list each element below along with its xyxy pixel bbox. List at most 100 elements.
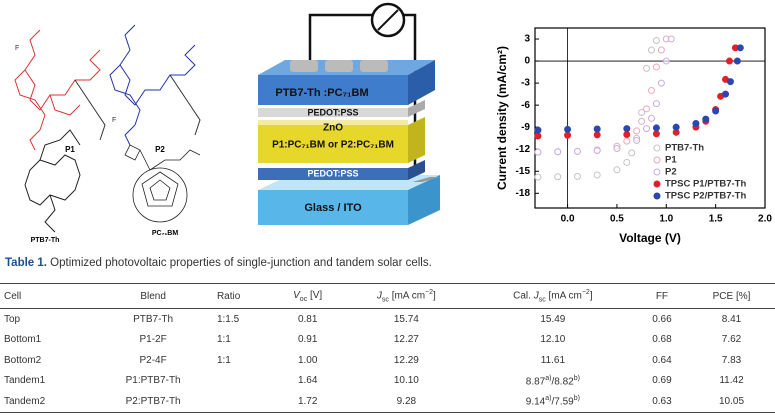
layer-label: PEDOT:PSS — [307, 168, 358, 178]
structure-ptb7 — [24, 129, 81, 233]
structure-pcbm — [124, 144, 201, 223]
cell-part: V — [293, 289, 300, 301]
data-point — [633, 136, 641, 144]
legend-marker — [653, 144, 661, 152]
y-tick-label: -15 — [516, 166, 531, 177]
table-cell: 1:1 — [216, 354, 231, 366]
data-point — [638, 108, 646, 116]
table-cell: P2:PTB7-Th — [93, 391, 213, 413]
table-row: Top PTB7-Th 1:1.5 0.81 15.74 15.49 0.66 8.41 — [0, 309, 775, 330]
data-point — [647, 46, 655, 54]
cell-part: sc — [538, 296, 546, 304]
data-point — [564, 131, 572, 139]
table-row: Bottom1 P1-2F 1:1 0.91 12.27 12.10 0.68 7.62 — [0, 330, 775, 351]
data-point — [667, 35, 675, 43]
data-point — [652, 36, 660, 44]
data-point — [733, 57, 741, 65]
table-cell: P1-2F — [139, 334, 167, 346]
header-row: Cell Blend Ratio Voc [V] Jsc [mA cm−2] Cal. J… — [0, 283, 775, 309]
table-cell: 0.63 — [635, 391, 689, 413]
data-point — [613, 166, 621, 174]
cell-part: a) — [545, 374, 552, 382]
cell-part: /8.82 — [551, 375, 574, 387]
table-row: Tandem2 P2:PTB7-Th 1.72 9.28 9.14a)/7.59b) 0.… — [0, 391, 775, 413]
y-tick-label: -6 — [521, 100, 530, 111]
table-cell: 15.49 — [540, 313, 566, 325]
cell-part: b) — [573, 374, 580, 382]
table-cell: 11.42 — [719, 375, 744, 387]
caption-label: Table 1. — [5, 257, 47, 269]
cell-part: sc — [381, 296, 389, 304]
legend-marker — [653, 156, 661, 164]
cell-part: −2 — [425, 288, 434, 296]
table-cell: Tandem1 — [4, 375, 46, 387]
structure-p1 — [14, 29, 106, 151]
header-cell: Voc [V] — [272, 283, 343, 309]
data-point — [623, 125, 631, 133]
data-point — [652, 63, 660, 71]
cell-part: ] — [589, 290, 593, 302]
table-cell: 7.62 — [721, 334, 742, 346]
table-cell: Bottom2 — [4, 354, 42, 366]
data-point — [725, 57, 733, 65]
cell-part: J — [376, 290, 382, 302]
table-cell: 8.41 — [721, 313, 742, 325]
y-tick-label: 0 — [524, 56, 530, 67]
table-cell: 0.69 — [652, 375, 672, 387]
data-point — [573, 147, 581, 155]
data-point — [652, 100, 660, 108]
data-point — [643, 105, 651, 113]
data-point — [623, 158, 631, 166]
table-cell: 0.81 — [297, 313, 318, 325]
data-point — [736, 44, 744, 52]
table-cell: 1:1.5 — [216, 313, 240, 325]
table-cell: Top — [4, 313, 21, 325]
header-cell: Blend — [93, 283, 213, 309]
y-tick-label: -9 — [521, 122, 530, 133]
x-tick-label: 0.0 — [561, 214, 575, 225]
legend-label: P1 — [665, 155, 677, 166]
table-cell: 0.68 — [652, 334, 672, 346]
data-point — [534, 132, 542, 140]
data-point — [702, 115, 710, 123]
data-point — [593, 147, 601, 155]
table-cell: 1.00 — [297, 354, 318, 366]
cell-part: b) — [573, 395, 580, 403]
data-point — [647, 86, 655, 94]
table-cell: 0.91 — [297, 334, 318, 346]
plot-frame — [534, 27, 766, 209]
table-cell: 10.10 — [393, 375, 419, 387]
cell-part: 8.87 — [525, 375, 546, 387]
data-point — [593, 131, 601, 139]
data-point — [643, 125, 651, 133]
atom-label: F — [112, 117, 116, 124]
y-axis-label: Current density (mA/cm²) — [495, 46, 509, 190]
legend-marker — [653, 168, 661, 176]
structure-label: P1 — [65, 145, 75, 154]
header-cell: PCE [%] — [688, 283, 775, 309]
header-cell: Cell — [0, 283, 94, 309]
cell-part: J — [533, 290, 539, 302]
data-point — [638, 117, 646, 125]
data-point — [712, 107, 720, 115]
x-tick-label: 1.5 — [709, 214, 723, 225]
data-point — [722, 90, 730, 98]
table-cell: 1.64 — [297, 375, 318, 387]
y-tick-label: -12 — [516, 144, 531, 155]
data-point — [573, 172, 581, 180]
cell-part: a) — [545, 395, 552, 403]
table-cell: P2-4F — [139, 354, 167, 366]
jv-chart: 3 0 -3 -6 -9 -12 -15 -18 0.0 0.5 1.0 1.5 2.0 Voltage … — [495, 27, 772, 245]
table-caption: Table 1. Optimized photovoltaic properti… — [5, 257, 432, 269]
data-point — [593, 171, 601, 179]
table-cell: 10.05 — [688, 391, 775, 413]
table-cell: PTB7-Th — [133, 313, 174, 325]
structure-p2 — [109, 24, 201, 146]
cell-part: /7.59 — [551, 396, 574, 408]
data-point — [726, 78, 734, 86]
data-point — [662, 57, 670, 65]
table-cell: 12.27 — [393, 334, 419, 346]
x-axis-label: Voltage (V) — [619, 231, 681, 245]
table-cell: Tandem2 — [0, 391, 94, 413]
